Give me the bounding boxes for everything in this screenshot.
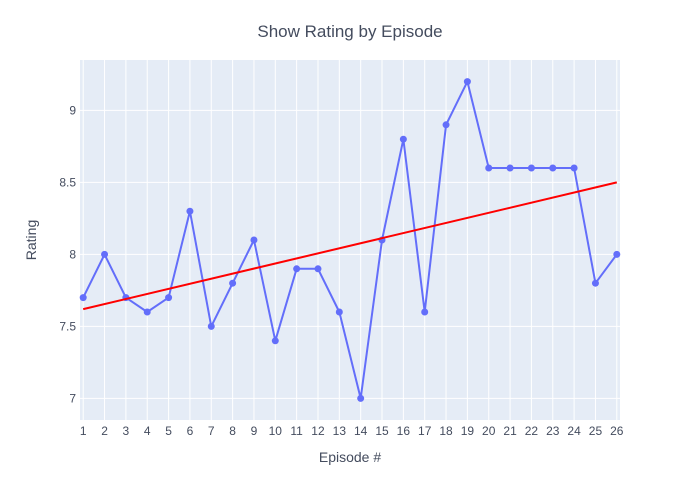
y-axis-label: Rating (23, 220, 39, 260)
gridlines (80, 60, 620, 420)
x-tick-label: 16 (397, 424, 411, 438)
x-tick-label: 17 (418, 424, 432, 438)
data-point (335, 308, 343, 316)
x-tick-label: 15 (375, 424, 389, 438)
data-point (143, 308, 151, 316)
data-point (463, 78, 471, 86)
x-tick-label: 10 (269, 424, 283, 438)
data-point (613, 250, 621, 258)
data-point (442, 121, 450, 129)
data-point (421, 308, 429, 316)
y-tick-label: 9 (69, 103, 76, 117)
x-tick-label: 1 (80, 424, 87, 438)
x-tick-label: 2 (101, 424, 108, 438)
x-tick-label: 6 (187, 424, 194, 438)
series-layer (79, 78, 621, 402)
data-point (485, 164, 493, 172)
x-tick-label: 5 (165, 424, 172, 438)
trend-line (82, 181, 618, 311)
data-point (271, 337, 279, 345)
data-point (527, 164, 535, 172)
data-point (591, 279, 599, 287)
x-tick-label: 3 (123, 424, 130, 438)
x-tick-label: 22 (525, 424, 539, 438)
data-point (250, 236, 258, 244)
x-tick-label: 7 (208, 424, 215, 438)
x-tick-label: 18 (439, 424, 453, 438)
x-tick-label: 4 (144, 424, 151, 438)
data-point (570, 164, 578, 172)
data-point (79, 294, 87, 302)
data-point (207, 322, 215, 330)
data-point (293, 265, 301, 273)
x-tick-label: 24 (567, 424, 581, 438)
x-tick-label: 8 (229, 424, 236, 438)
x-tick-label: 9 (251, 424, 258, 438)
data-point (506, 164, 514, 172)
x-tick-label: 25 (589, 424, 603, 438)
rating-line (82, 80, 618, 400)
y-axis-ticks: 7 7.5 8 8.5 9 (59, 103, 76, 405)
x-tick-label: 21 (503, 424, 517, 438)
x-tick-label: 12 (311, 424, 325, 438)
x-tick-label: 23 (546, 424, 560, 438)
y-tick-label: 8.5 (59, 175, 76, 189)
data-point (165, 294, 173, 302)
y-tick-label: 7.5 (59, 319, 76, 333)
x-tick-label: 19 (461, 424, 475, 438)
data-point (314, 265, 322, 273)
x-tick-label: 14 (354, 424, 368, 438)
x-tick-label: 11 (290, 424, 303, 438)
x-tick-label: 20 (482, 424, 496, 438)
chart-title: Show Rating by Episode (257, 22, 442, 41)
y-tick-label: 8 (69, 247, 76, 261)
data-point (357, 394, 365, 402)
x-axis-label: Episode # (319, 449, 381, 465)
plot-area (80, 60, 620, 420)
x-axis-ticks: 1 2 3 4 5 6 7 8 9 10 11 12 13 14 15 16 17 18 19 20 21 22 23 24 2… (80, 424, 624, 438)
data-point (101, 250, 109, 258)
data-point (549, 164, 557, 172)
data-point (186, 207, 194, 215)
data-point (229, 279, 237, 287)
y-tick-label: 7 (69, 391, 76, 405)
x-tick-label: 13 (333, 424, 347, 438)
x-tick-label: 26 (610, 424, 624, 438)
data-point (399, 135, 407, 143)
